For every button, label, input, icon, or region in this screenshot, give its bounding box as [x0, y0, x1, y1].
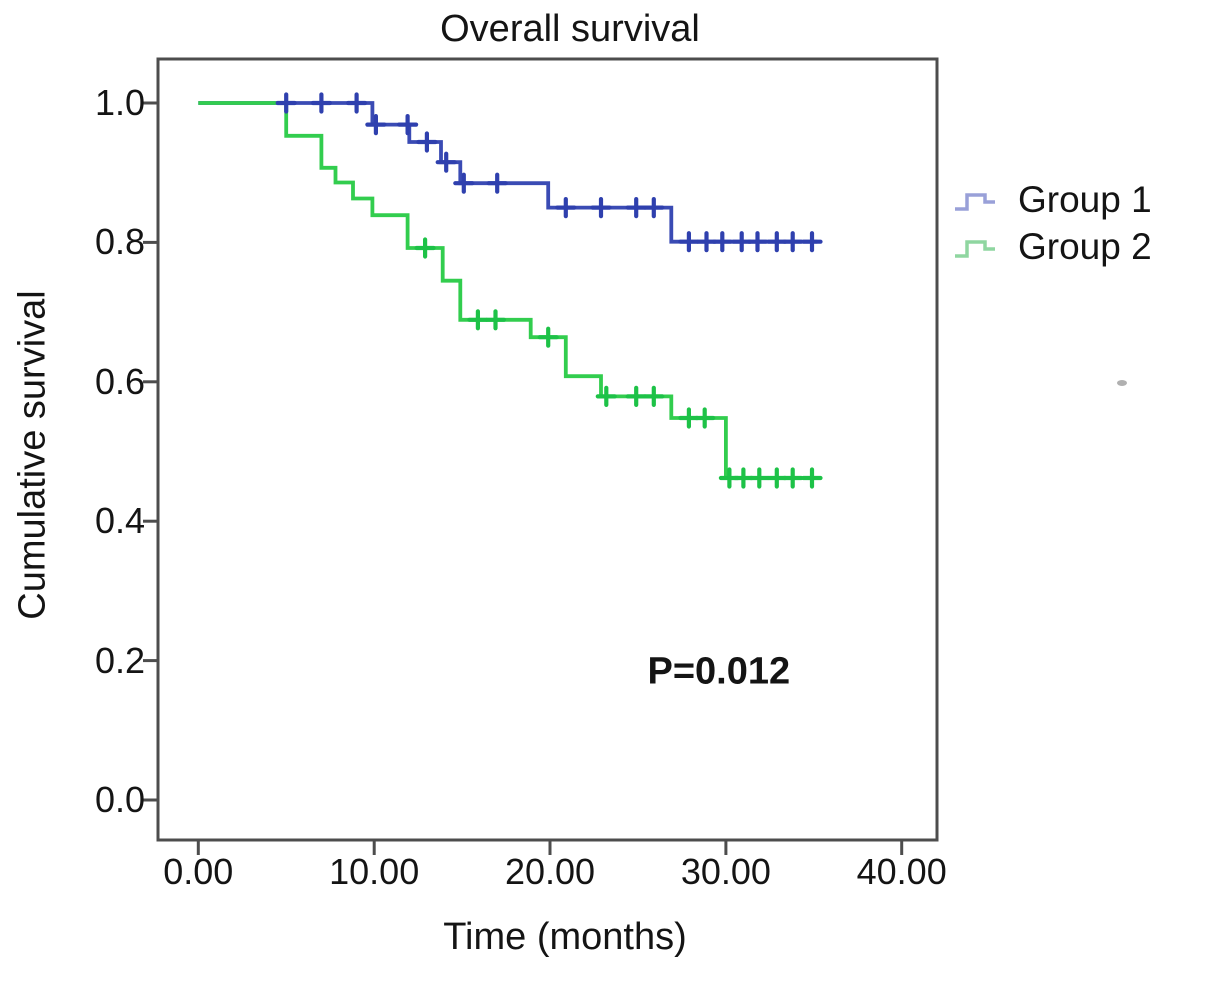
y-tick-label: 0.2 — [94, 639, 145, 681]
p-value-annotation: P=0.012 — [647, 650, 791, 693]
legend-item-group1: Group 1 — [952, 176, 1152, 223]
legend-item-group2: Group 2 — [952, 223, 1152, 270]
chart-title: Overall survival — [440, 8, 700, 50]
group2-step-glyph — [955, 239, 995, 258]
plot-border — [156, 57, 939, 842]
y-tick-label: 1.0 — [94, 82, 145, 123]
x-tick-label: 20.00 — [504, 851, 596, 892]
y-tick-label: 0.8 — [94, 221, 145, 263]
y-tick-label: 0.4 — [94, 500, 145, 542]
x-tick-label: 40.00 — [856, 851, 947, 892]
y-tick-label: 0.6 — [94, 360, 145, 402]
x-tick-label: 30.00 — [680, 851, 771, 892]
group1-step-glyph — [955, 192, 995, 211]
km-curve-group-1 — [198, 101, 818, 244]
legend-label-group1: Group 1 — [1018, 178, 1152, 220]
y-tick-label: 0.0 — [94, 779, 145, 820]
x-tick-label: 0.00 — [163, 851, 234, 892]
x-axis-title: Time (months) — [443, 916, 687, 958]
km-curve-group-2 — [198, 101, 818, 480]
group1-step-icon — [955, 192, 995, 211]
legend-label-group2: Group 2 — [1018, 225, 1152, 267]
artifact-dot — [1117, 380, 1127, 386]
legend: Group 1 Group 2 — [952, 176, 1152, 270]
group2-step-icon — [955, 239, 995, 258]
x-tick-label: 10.00 — [329, 851, 420, 892]
